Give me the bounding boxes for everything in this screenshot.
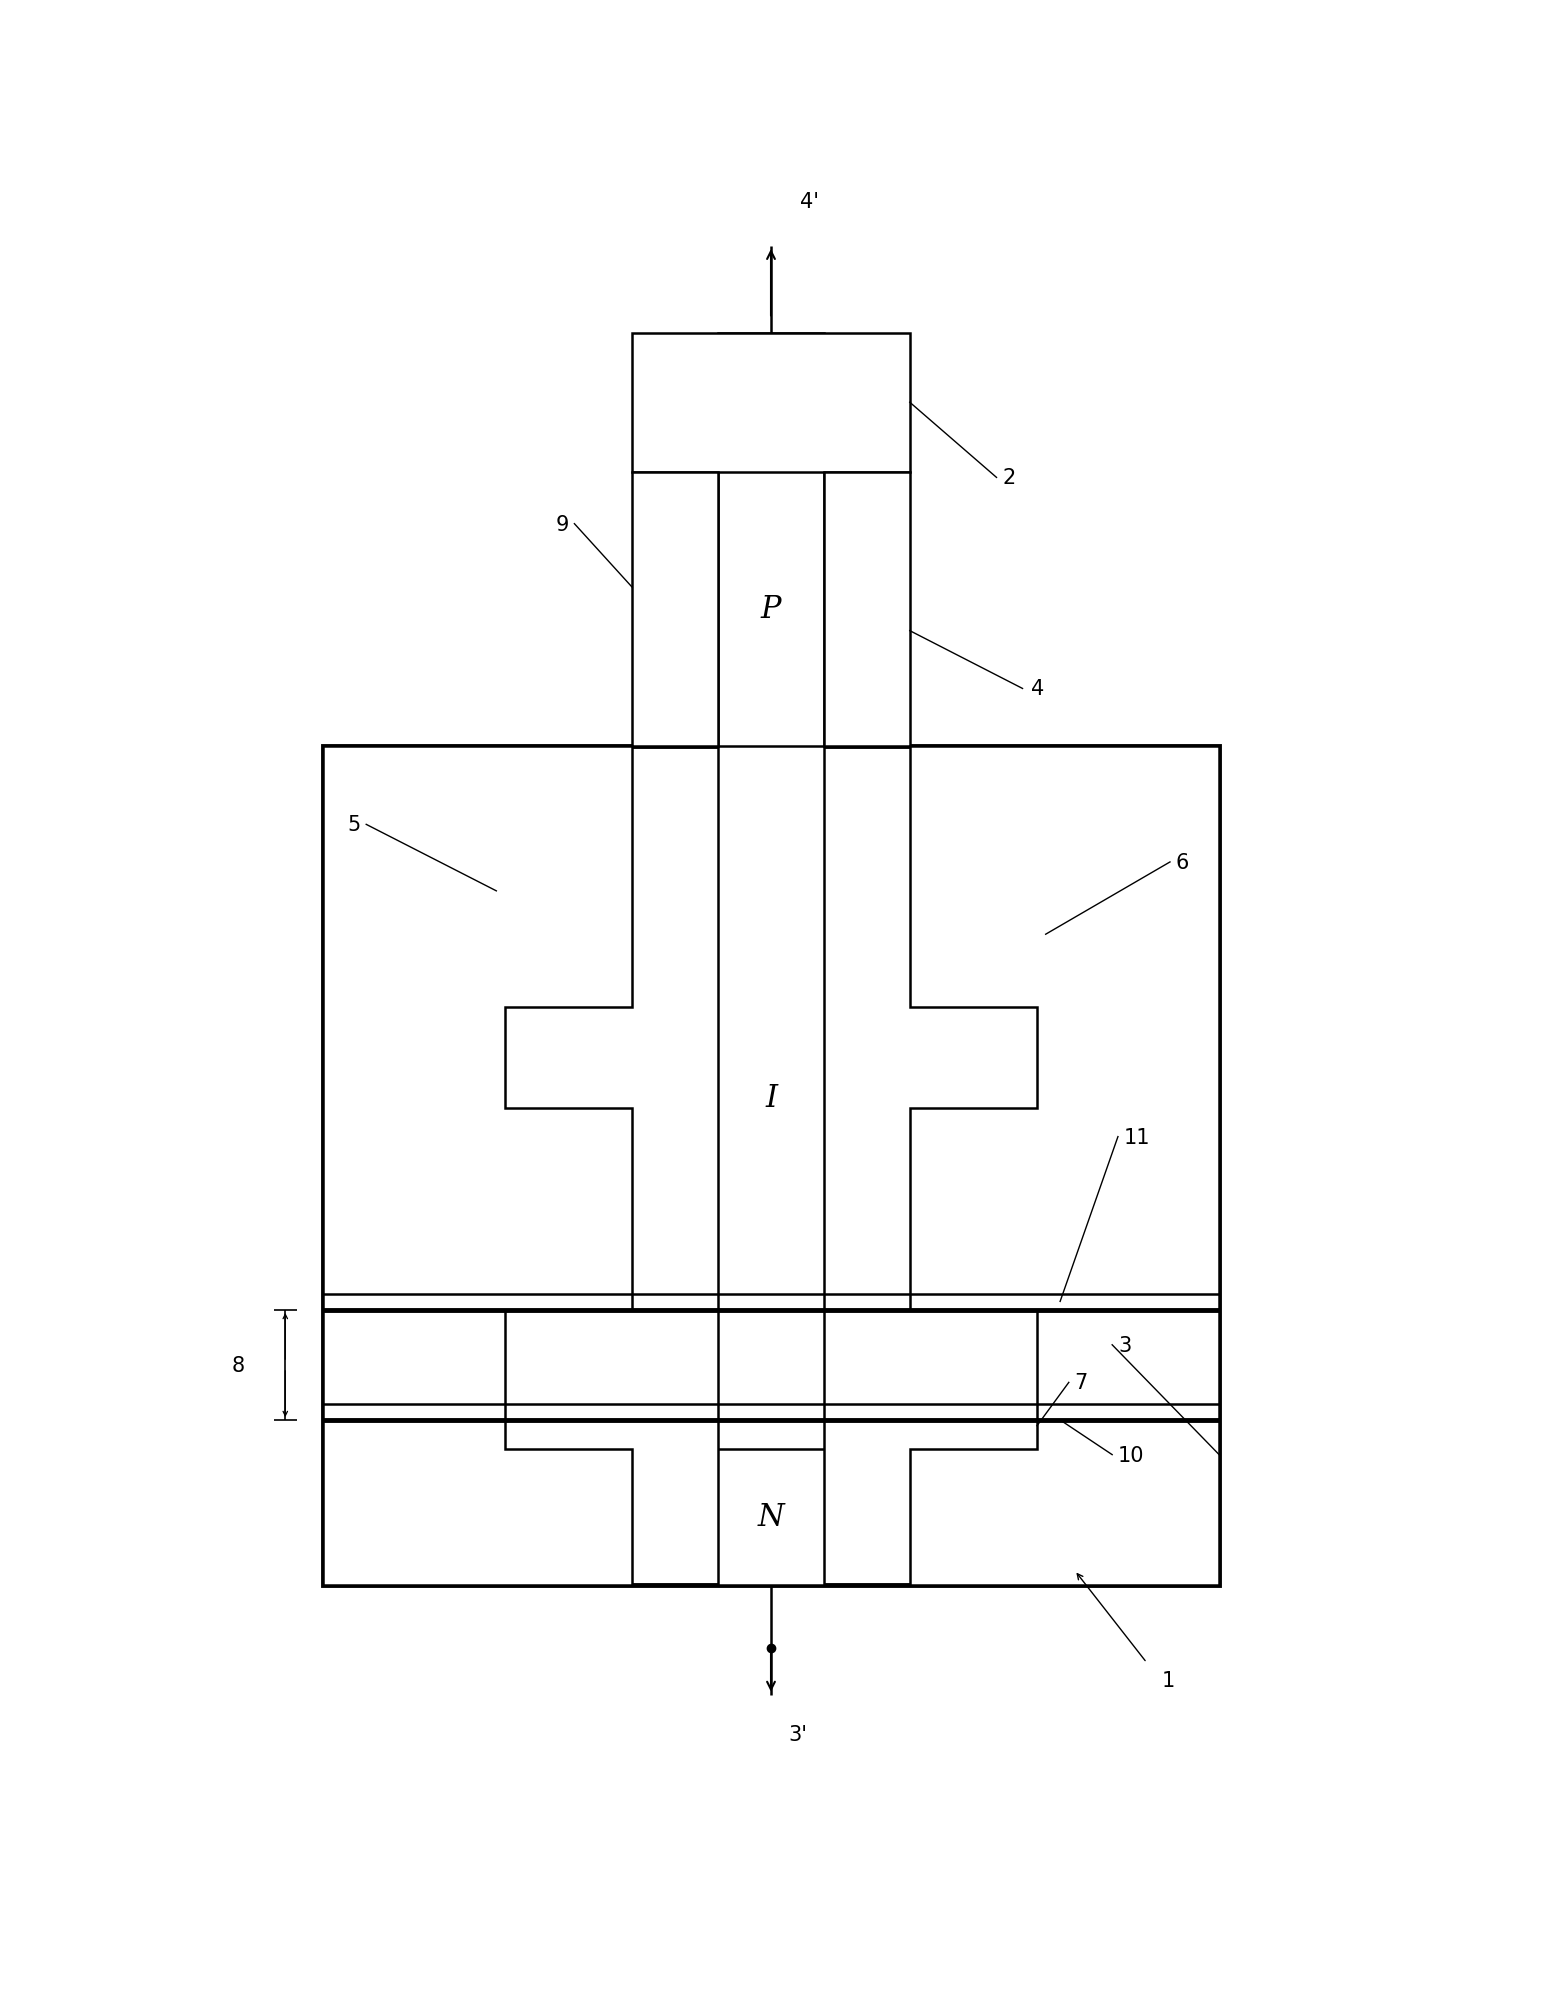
- Text: 7: 7: [1075, 1374, 1087, 1392]
- Polygon shape: [632, 334, 910, 473]
- Text: 3': 3': [788, 1724, 808, 1744]
- Polygon shape: [910, 747, 1220, 1311]
- Polygon shape: [910, 1311, 1220, 1585]
- Text: 6: 6: [1177, 852, 1189, 872]
- Polygon shape: [825, 473, 910, 747]
- Text: 9: 9: [555, 514, 569, 534]
- Text: 10: 10: [1118, 1444, 1144, 1464]
- Text: 11: 11: [1124, 1128, 1150, 1148]
- Polygon shape: [632, 473, 717, 747]
- Text: 3: 3: [1118, 1335, 1132, 1355]
- Text: I: I: [765, 1084, 777, 1114]
- Text: 4: 4: [1032, 679, 1044, 699]
- Polygon shape: [322, 747, 632, 1311]
- Polygon shape: [322, 1311, 632, 1585]
- Text: P: P: [760, 594, 782, 624]
- Text: 4': 4': [800, 191, 819, 211]
- Text: 5: 5: [347, 816, 361, 836]
- Polygon shape: [717, 334, 825, 1585]
- Text: N: N: [757, 1502, 785, 1533]
- Text: 2: 2: [1002, 467, 1016, 487]
- Polygon shape: [322, 747, 1220, 1585]
- Text: 8: 8: [231, 1355, 245, 1376]
- Text: 1: 1: [1161, 1670, 1175, 1690]
